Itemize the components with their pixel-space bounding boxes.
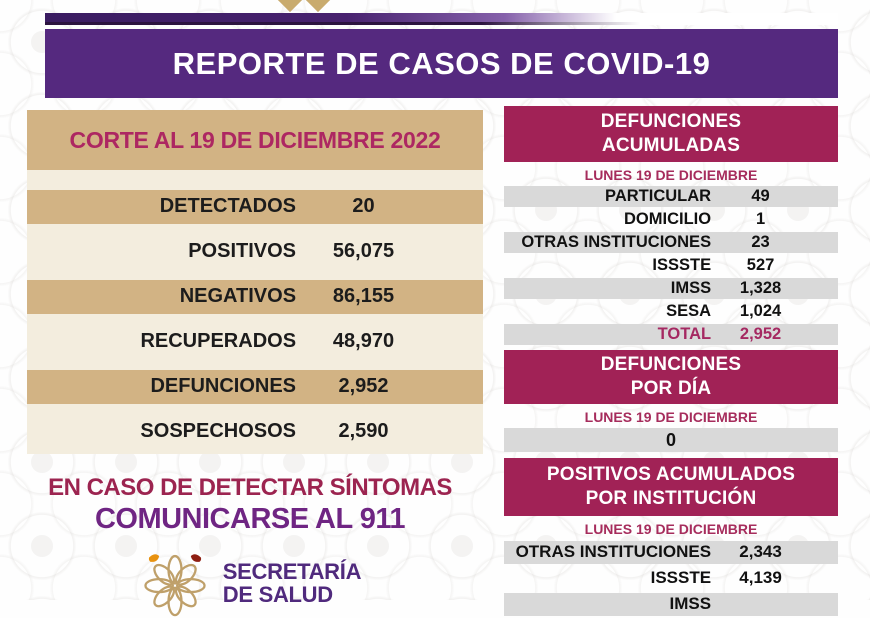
table-row: OTRAS INSTITUCIONES 23 — [504, 231, 838, 254]
logo-line-1: SECRETARÍA — [222, 559, 362, 584]
header-line-1: DEFUNCIONES — [600, 111, 742, 133]
table-row: SESA 1,024 — [504, 300, 838, 323]
row-label: DOMICILIO — [624, 210, 712, 228]
table-row: RECUPERADOS 48,970 — [27, 319, 483, 364]
report-title-banner: REPORTE DE CASOS DE COVID-19 — [45, 29, 838, 98]
row-value: 49 — [751, 187, 770, 205]
table-row: DEFUNCIONES 2,952 — [27, 364, 483, 409]
deaths-accumulated-header: DEFUNCIONES ACUMULADAS — [504, 106, 838, 162]
header-line-2: ACUMULADAS — [601, 135, 741, 156]
table-row: ISSSTE 527 — [504, 254, 838, 277]
row-value: 56,075 — [332, 240, 395, 262]
secretaria-salud-logo: SECRETARÍA DE SALUD — [10, 546, 490, 618]
orange-leaf-icon — [148, 554, 159, 562]
row-value: 4,139 — [739, 568, 782, 587]
deaths-per-day-value: 0 — [504, 428, 838, 452]
table-row: ISSSTE 4,139 — [504, 565, 838, 591]
row-label: PARTICULAR — [605, 187, 712, 205]
header-line-1: POSITIVOS ACUMULADOS — [546, 464, 796, 486]
row-value: 2,590 — [338, 420, 389, 442]
row-label: SESA — [666, 302, 712, 320]
table-row: OTRAS INSTITUCIONES 2,343 — [504, 539, 838, 565]
table-row: NEGATIVOS 86,155 — [27, 274, 483, 319]
header-line-1: DEFUNCIONES — [600, 354, 742, 376]
row-label: NEGATIVOS — [179, 285, 297, 307]
row-value: 48,970 — [332, 330, 395, 352]
row-label: IMSS — [670, 279, 712, 297]
row-label: IMSS — [669, 594, 712, 613]
summary-panel: CORTE AL 19 DE DICIEMBRE 2022 DETECTADOS… — [27, 110, 483, 454]
row-label: TOTAL — [657, 325, 712, 343]
row-value: 527 — [746, 256, 775, 274]
symptoms-warning-text: EN CASO DE DETECTAR SÍNTOMAS — [48, 474, 452, 501]
cutoff-date-header: CORTE AL 19 DE DICIEMBRE 2022 — [27, 110, 483, 170]
logo-line-2: DE SALUD — [222, 582, 333, 608]
row-label: ISSSTE — [652, 256, 712, 274]
positives-by-institution-header: POSITIVOS ACUMULADOS POR INSTITUCIÓN — [504, 458, 838, 516]
row-value: 2,952 — [739, 325, 782, 343]
top-gold-ornament — [275, 0, 336, 14]
row-label: POSITIVOS — [188, 240, 297, 262]
row-label: OTRAS INSTITUCIONES — [521, 233, 712, 251]
row-label: SOSPECHOSOS — [140, 420, 297, 442]
row-label: DETECTADOS — [159, 195, 297, 217]
row-value: 1 — [755, 210, 766, 228]
deaths-accumulated-rows: PARTICULAR 49 DOMICILIO 1 OTRAS INSTITUC… — [504, 185, 838, 346]
table-row: POSITIVOS 56,075 — [27, 229, 483, 274]
row-value: 20 — [352, 195, 375, 217]
deaths-per-day-header: DEFUNCIONES POR DÍA — [504, 350, 838, 404]
table-row: SOSPECHOSOS 2,590 — [27, 409, 483, 454]
table-row: IMSS 1,328 — [504, 277, 838, 300]
row-label: DEFUNCIONES — [150, 375, 297, 397]
table-row-clipped: IMSS — [504, 591, 838, 617]
red-leaf-icon — [190, 554, 201, 562]
row-label: ISSSTE — [650, 568, 712, 587]
gold-diamond-icon — [275, 0, 305, 13]
report-title: REPORTE DE CASOS DE COVID-19 — [172, 45, 711, 81]
table-row: DETECTADOS 20 — [27, 184, 483, 229]
logo-wordmark: SECRETARÍA DE SALUD — [222, 559, 362, 618]
gold-diamond-icon — [303, 0, 333, 13]
row-label: RECUPERADOS — [140, 330, 297, 352]
row-value: 2,952 — [338, 375, 389, 397]
positives-by-institution-rows: OTRAS INSTITUCIONES 2,343 ISSSTE 4,139 I… — [504, 539, 838, 617]
date-label: LUNES 19 DE DICIEMBRE — [584, 409, 758, 425]
row-value: 2,343 — [739, 542, 782, 561]
row-value: 86,155 — [332, 285, 395, 307]
call-911-text: COMUNICARSE AL 911 — [94, 503, 406, 535]
summary-rows: DETECTADOS 20 POSITIVOS 56,075 NEGATIVOS… — [27, 170, 483, 454]
row-label: OTRAS INSTITUCIONES — [515, 542, 712, 561]
statistics-column: DEFUNCIONES ACUMULADAS LUNES 19 DE DICIE… — [504, 106, 838, 617]
table-row: DOMICILIO 1 — [504, 208, 838, 231]
header-line-2: POR INSTITUCIÓN — [585, 488, 757, 509]
row-value: 23 — [751, 233, 770, 251]
date-label: LUNES 19 DE DICIEMBRE — [584, 521, 758, 537]
date-label: LUNES 19 DE DICIEMBRE — [584, 167, 758, 183]
cutoff-date-text: CORTE AL 19 DE DICIEMBRE 2022 — [69, 126, 441, 153]
table-row: PARTICULAR 49 — [504, 185, 838, 208]
gradient-divider-bar — [45, 13, 838, 25]
lotus-flower-icon — [144, 554, 206, 617]
header-line-2: POR DÍA — [630, 378, 712, 399]
row-value: 1,328 — [739, 279, 782, 297]
row-value: 1,024 — [739, 302, 782, 320]
table-row-total: TOTAL 2,952 — [504, 323, 838, 346]
